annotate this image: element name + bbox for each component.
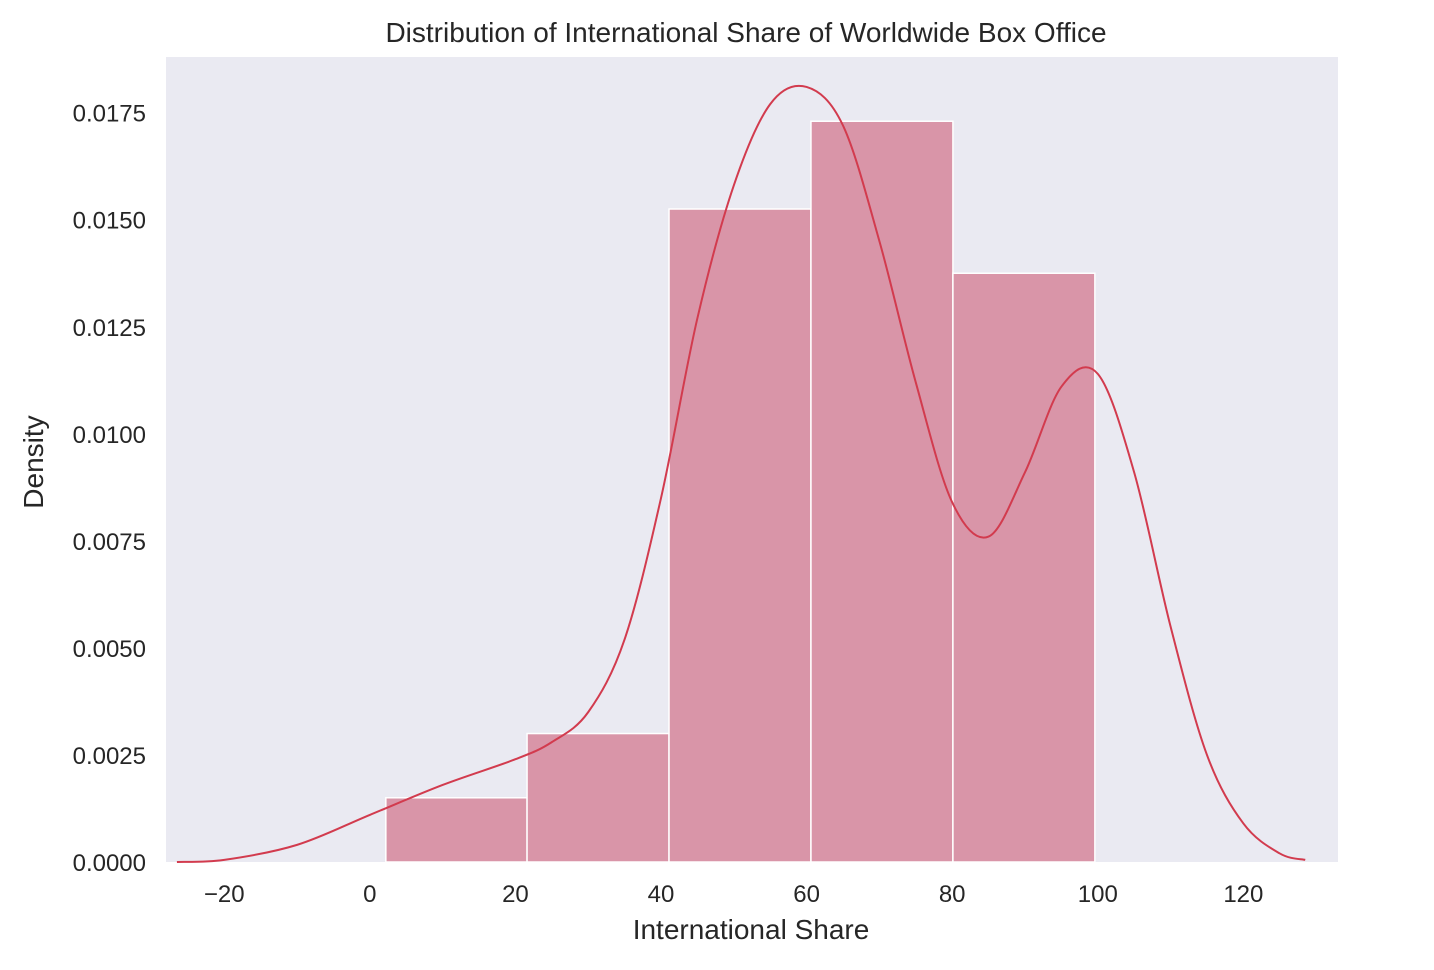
histogram-bar-5 (952, 272, 1096, 863)
histogram-bar-1 (385, 797, 528, 863)
y-tick-label: 0.0025 (73, 743, 146, 770)
y-tick-label: 0.0100 (73, 422, 146, 449)
histogram-bar-4 (810, 120, 954, 863)
kde-curve (176, 84, 1306, 863)
y-axis-ticks: 0.0000 0.0025 0.0050 0.0075 0.0100 0.0125 0.01… (73, 101, 146, 877)
x-tick-label: 80 (939, 881, 966, 908)
x-tick-label: 20 (502, 881, 529, 908)
x-tick-label: 40 (648, 881, 675, 908)
y-tick-label: 0.0000 (73, 850, 146, 877)
histogram-bar-2 (526, 732, 670, 863)
histogram-bar-3 (668, 208, 812, 863)
x-axis-ticks: −20 0 20 40 60 80 100 120 (204, 881, 1264, 908)
chart-title: Distribution of International Share of W… (385, 17, 1106, 48)
y-tick-label: 0.0175 (73, 101, 146, 128)
histogram-bars (385, 120, 1096, 863)
y-tick-label: 0.0075 (73, 529, 146, 556)
y-tick-label: 0.0050 (73, 636, 146, 663)
x-tick-label: 100 (1078, 881, 1118, 908)
y-tick-label: 0.0125 (73, 315, 146, 342)
x-tick-label: 0 (363, 881, 376, 908)
x-tick-label: 120 (1223, 881, 1263, 908)
y-axis-label: Density (18, 415, 49, 508)
x-tick-label: −20 (204, 881, 245, 908)
x-axis-label: International Share (633, 914, 870, 945)
x-tick-label: 60 (793, 881, 820, 908)
y-tick-label: 0.0150 (73, 208, 146, 235)
